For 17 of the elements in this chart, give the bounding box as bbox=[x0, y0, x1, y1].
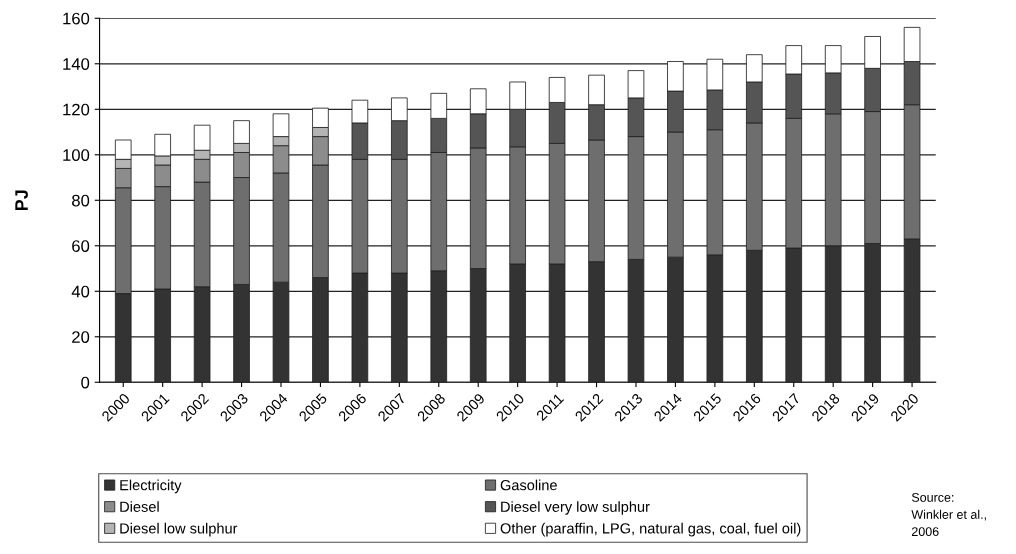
y-tick-label: 160 bbox=[63, 12, 90, 25]
legend-label: Diesel very low sulphur bbox=[501, 501, 650, 515]
legend-label: Diesel bbox=[120, 501, 159, 512]
legend-label: Diesel low sulphur bbox=[120, 522, 238, 537]
y-tick-label: 80 bbox=[72, 194, 90, 207]
y-tick-label: 20 bbox=[72, 331, 90, 343]
source-note: Source: Winkler et al., 2006 bbox=[911, 492, 986, 537]
y-tick-label: 60 bbox=[72, 240, 90, 252]
y-tick-label: 100 bbox=[63, 149, 90, 161]
y-tick-label: 0 bbox=[81, 376, 90, 389]
legend-label: Other (paraffin, LPG, natural gas, coal, fuel oil) bbox=[500, 522, 801, 537]
legend-label: Electricity bbox=[120, 479, 182, 494]
legend-label: Gasoline bbox=[500, 479, 557, 491]
y-tick-label: 120 bbox=[63, 103, 90, 116]
y-tick-label: 40 bbox=[71, 285, 90, 298]
y-axis-title: PJ bbox=[15, 190, 28, 211]
y-tick-label: 140 bbox=[63, 58, 90, 70]
